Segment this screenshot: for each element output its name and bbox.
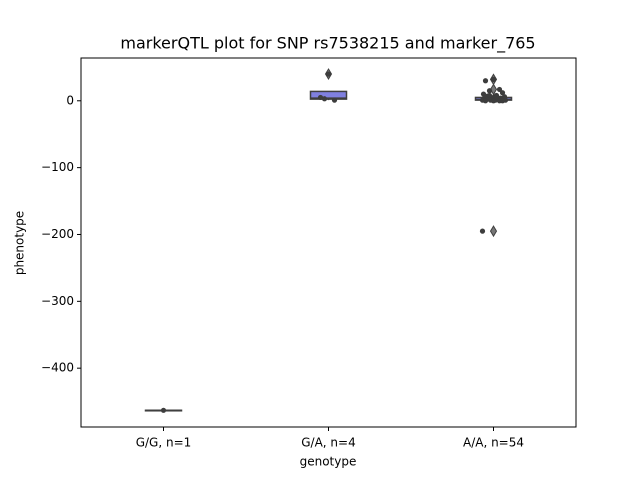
point (486, 88, 493, 94)
chart-title: markerQTL plot for SNP rs7538215 and mar… (120, 34, 535, 54)
point (160, 407, 167, 413)
plot-frame (80, 57, 577, 428)
point (493, 94, 500, 100)
point (479, 228, 486, 234)
point (490, 98, 497, 104)
point (499, 90, 506, 96)
flier (489, 83, 498, 96)
point (496, 86, 503, 93)
x-axis-label: genotype (300, 455, 357, 469)
y-tick-label: −400 (41, 361, 74, 375)
x-tick-label: G/G, n=1 (136, 436, 192, 450)
point (321, 96, 328, 102)
y-tick-label: −100 (41, 160, 74, 174)
flier (489, 225, 498, 238)
y-tick-label: −300 (41, 294, 74, 308)
y-axis-label: phenotype (13, 211, 27, 275)
point (480, 91, 487, 97)
x-tick-label: A/A, n=54 (463, 436, 524, 450)
point (317, 94, 324, 101)
y-tick-label: 0 (66, 93, 74, 107)
point (482, 98, 489, 104)
y-tick-label: −200 (41, 227, 74, 241)
box (309, 90, 348, 100)
point (325, 71, 332, 77)
point (482, 78, 489, 84)
point (490, 76, 497, 82)
x-tick-label: G/A, n=4 (301, 436, 355, 450)
point (331, 97, 338, 103)
point (499, 98, 506, 104)
point (486, 92, 493, 99)
